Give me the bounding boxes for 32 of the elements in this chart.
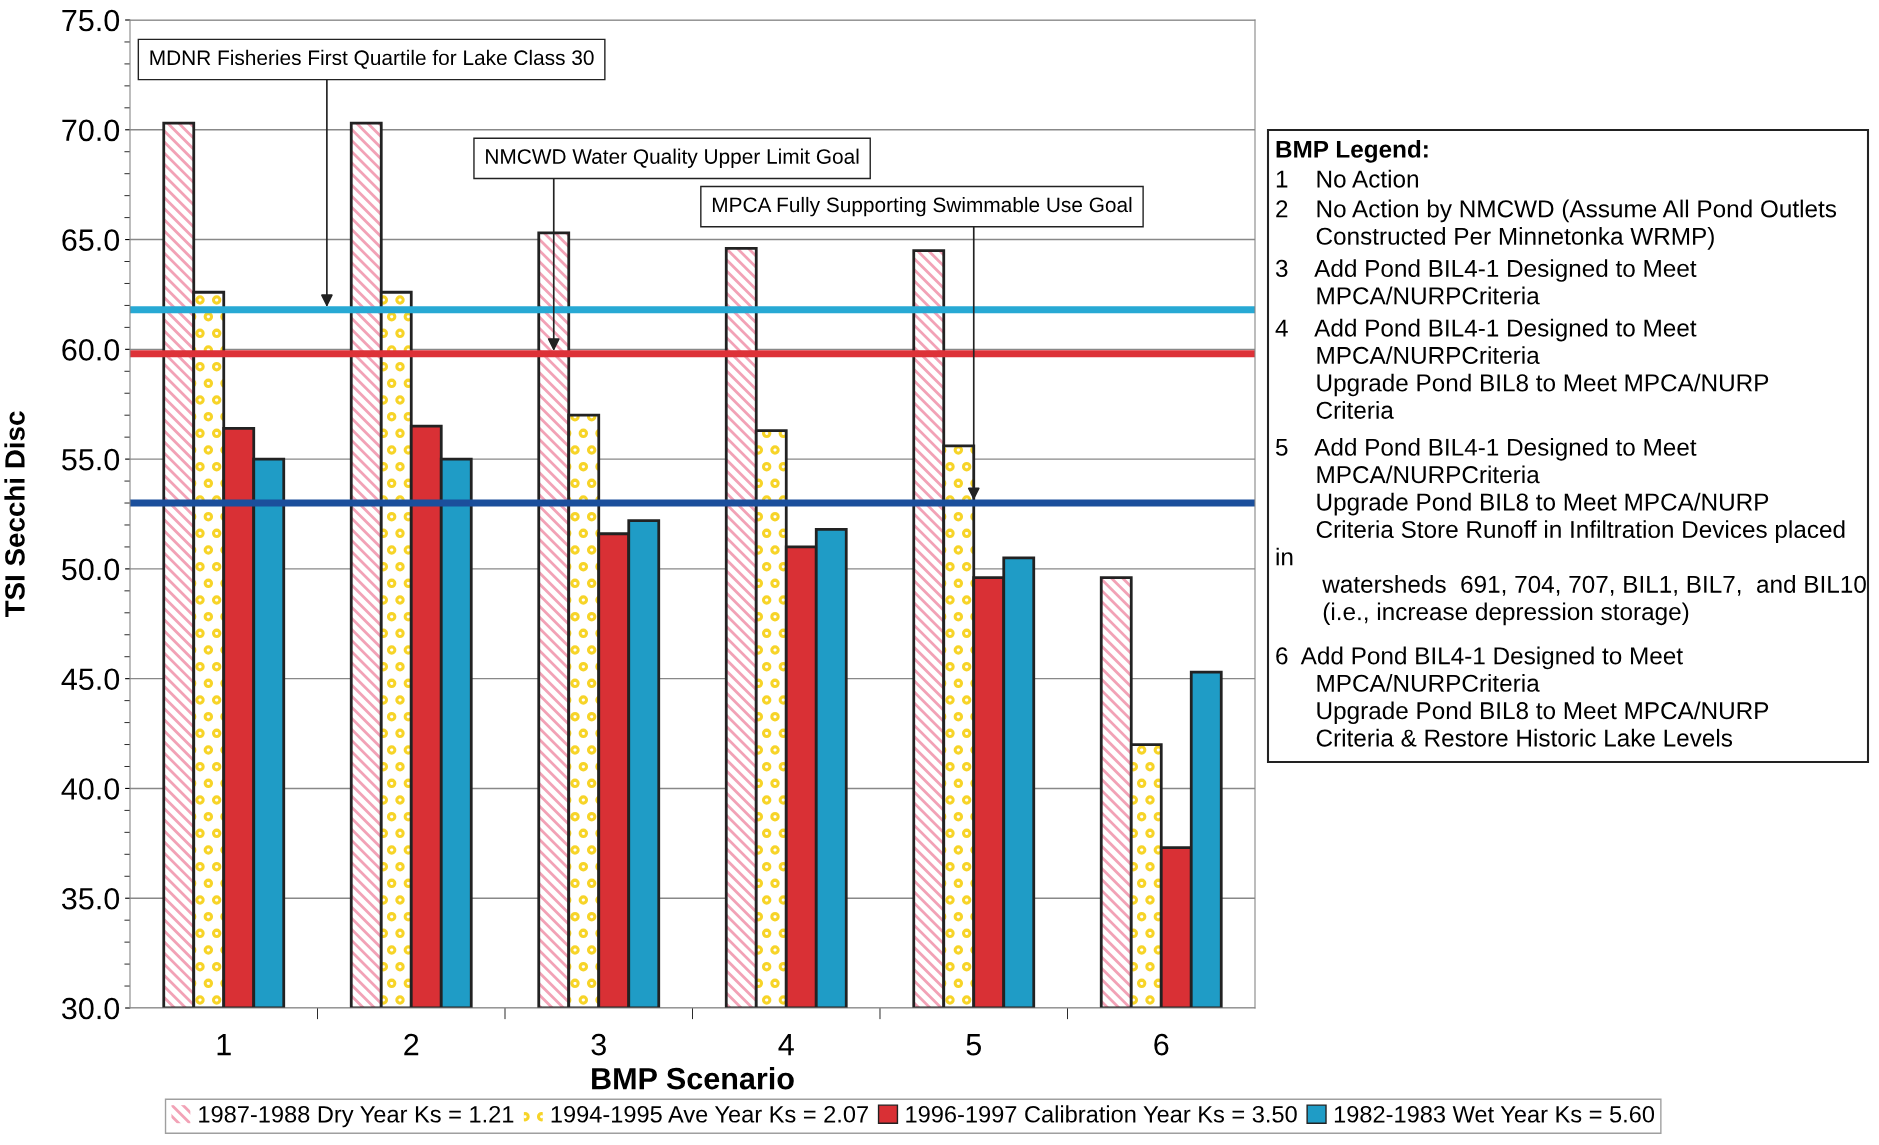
text: 5 Add Pond BIL4-1 Designed to Meet MPCA/NURPCriteria Upgrade Pond BIL8 to Meet MPCA/NURP Criteria Store Runoff in Infiltration Devices placed in watersheds 691, 704, 707, BIL1, BIL7, and BIL10 (i.e., increase depression storage) [1275,438,1866,626]
ref-line-label: MDNR Fisheries First Quartile for Lake Class 30 [150,49,594,69]
x-tick-label: 2 [404,1033,419,1056]
x-tick-label: 5 [966,1034,981,1056]
legend-label: 1982-1983 Wet Year Ks = 5.60 [1334,1105,1655,1123]
text: 4 Add Pond BIL4-1 Designed to Meet MPCA/NURPCriteria Upgrade Pond BIL8 to Meet MPCA/NURP Criteria [1275,318,1769,419]
y-tick-label: 55.0 [62,448,120,471]
text: 6 Add Pond BIL4-1 Designed to Meet MPCA/NURPCriteria Upgrade Pond BIL8 to Meet MPCA/NURP Criteria & Restore Historic Lake Levels [1276,646,1769,747]
x-tick-label: 4 [778,1034,794,1056]
y-tick-label: 75.0 [62,9,120,32]
y-tick-label: 50.0 [62,558,120,581]
legend-label: 1996-1997 Calibration Year Ks = 3.50 [906,1105,1297,1123]
x-tick-label: 6 [1154,1033,1169,1056]
y-tick-label: 60.0 [62,339,120,361]
y-tick-label: 35.0 [61,887,120,910]
x-axis-title: BMP Scenario [592,1067,794,1090]
legend-label: 1987-1988 Dry Year Ks = 1.21 [199,1105,514,1128]
ref-line-label: NMCWD Water Quality Upper Limit Goal [486,148,859,169]
x-tick-label: 3 [591,1033,606,1056]
ref-line-label: MPCA Fully Supporting Swimmable Use Goal [712,196,1132,217]
y-axis-title: TSI Secchi Disc [4,411,25,618]
text: 2 No Action by NMCWD (Assume All Pond Outlets Constructed Per Minnetonka WRMP) [1276,199,1837,250]
x-tick-label: 1 [217,1034,231,1056]
y-tick-label: 40.0 [61,778,120,800]
text: 3 Add Pond BIL4-1 Designed to Meet MPCA/NURPCriteria [1275,259,1697,305]
y-tick-label: 65.0 [62,229,120,251]
y-tick-label: 30.0 [61,997,120,1020]
text: 1 No Action [1276,169,1418,188]
text: BMP Legend: [1276,140,1428,163]
y-tick-label: 70.0 [62,119,120,142]
legend-label: 1994-1995 Ave Year Ks = 2.07 [551,1105,868,1123]
y-tick-label: 45.0 [61,668,120,691]
